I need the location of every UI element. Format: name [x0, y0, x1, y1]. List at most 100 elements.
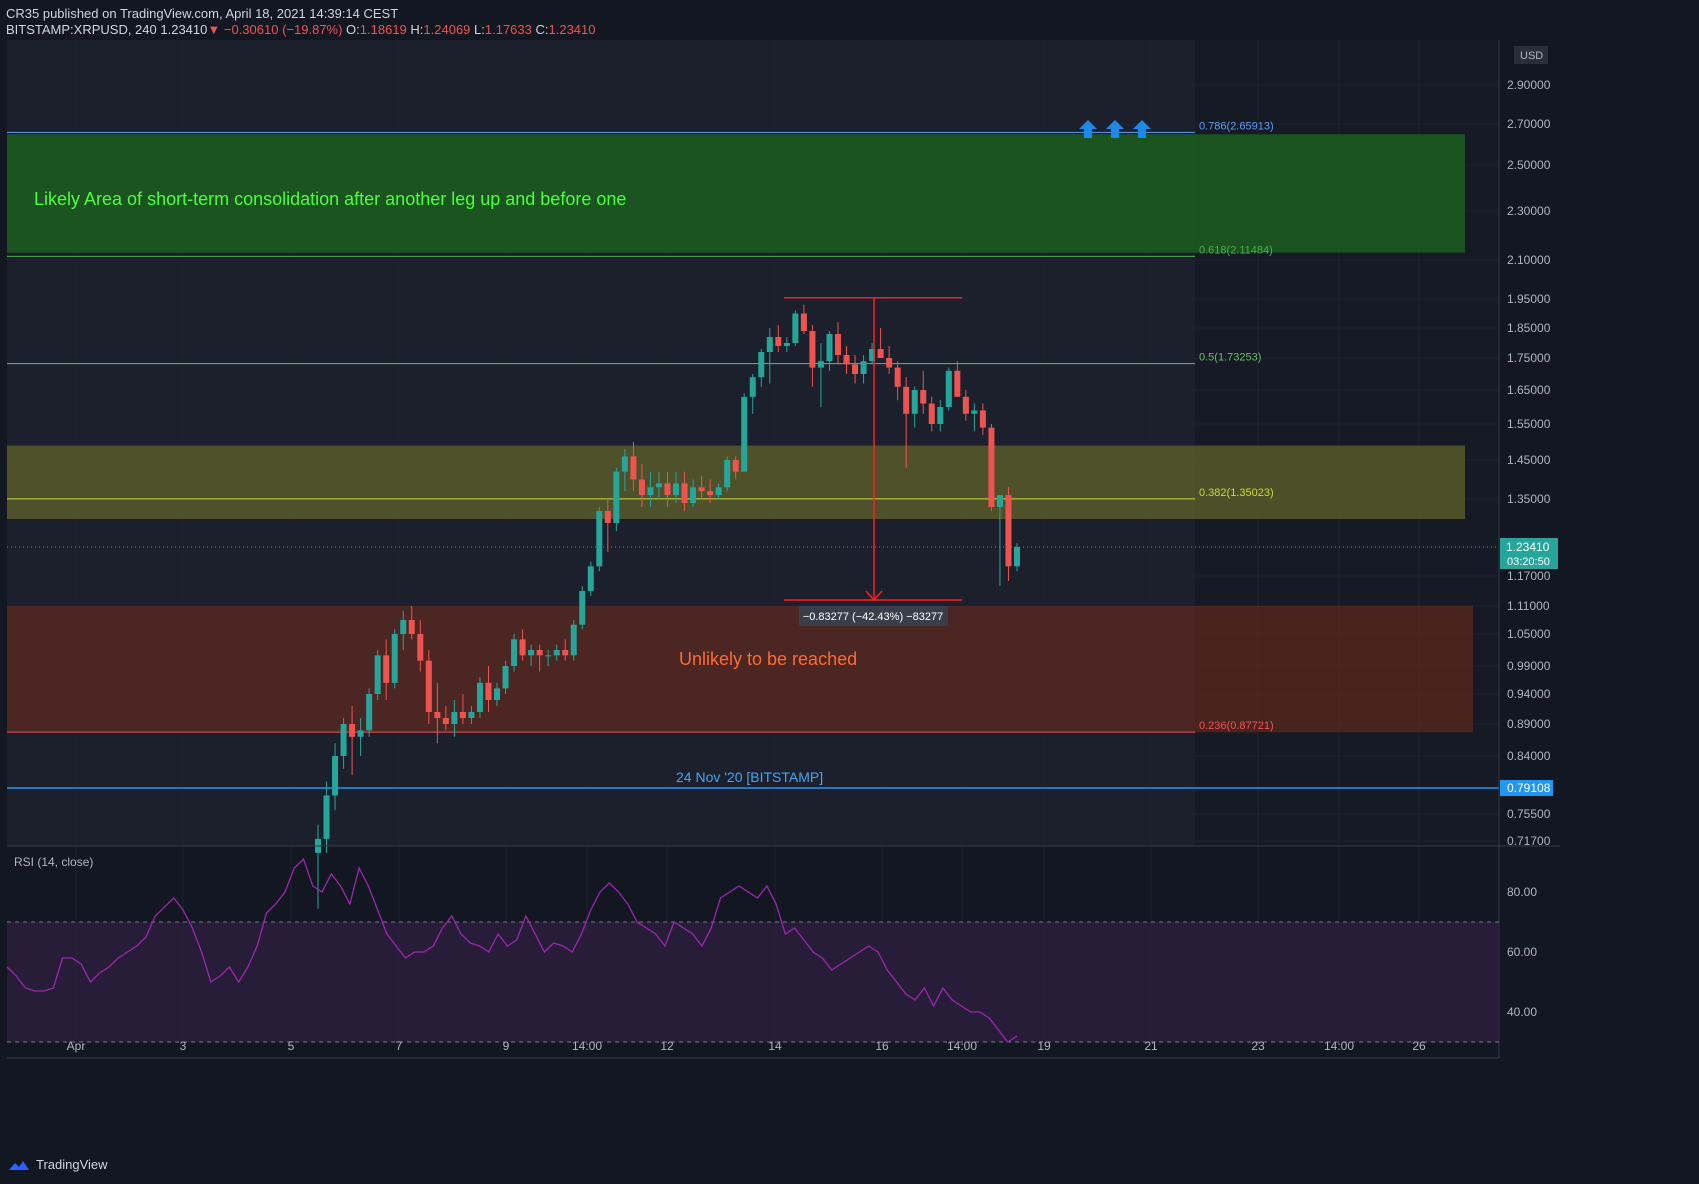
candle-body: [562, 650, 569, 656]
candle-body: [638, 479, 645, 496]
candle-body: [673, 483, 680, 496]
time-tick-label: Apr: [67, 1039, 86, 1053]
candle-body: [545, 655, 552, 657]
time-tick-label: 14: [768, 1039, 782, 1053]
candle-body: [1005, 495, 1012, 567]
zone-green: [7, 134, 1465, 253]
high-value: 1.24069: [423, 22, 471, 37]
price-tick-label: 1.11000: [1507, 599, 1550, 613]
price-tick-label: 0.94000: [1507, 687, 1551, 701]
time-tick-label: 23: [1251, 1039, 1265, 1053]
currency-badge-bg: [1514, 46, 1548, 64]
time-tick-label: 21: [1144, 1039, 1158, 1053]
price-tick-label: 0.71700: [1507, 834, 1551, 848]
candle-body: [476, 682, 483, 712]
candle-body: [596, 511, 603, 567]
time-tick-label: 19: [1037, 1039, 1051, 1053]
close-value: 1.23410: [548, 22, 596, 37]
measure-label-bg: [799, 606, 948, 626]
candle-body: [511, 639, 518, 666]
horizontal-line-badge-value: 0.79108: [1507, 781, 1551, 795]
down-triangle-icon: ▼: [207, 22, 221, 37]
up-arrow-icon: [1133, 120, 1151, 138]
last-price: 1.23410: [160, 22, 208, 37]
last-price-badge: [1500, 538, 1558, 569]
candle-body: [604, 511, 611, 523]
high-label: H:: [410, 22, 424, 37]
close-label: C:: [535, 22, 549, 37]
candle-body: [451, 712, 458, 724]
candle-body: [860, 361, 867, 374]
candle-body: [332, 756, 339, 796]
candle-body: [630, 456, 637, 480]
candle-body: [852, 364, 859, 374]
candle-body: [971, 410, 978, 414]
price-tick-label: 0.84000: [1507, 749, 1551, 763]
candle-body: [732, 460, 739, 472]
candle-body: [869, 349, 876, 362]
candle-body: [417, 634, 424, 661]
candle-body: [357, 730, 364, 737]
price-change: −0.30610 (−19.87%): [223, 22, 343, 37]
fib-label: 0.236(0.87721): [1199, 720, 1274, 732]
candle-body: [655, 483, 662, 488]
fib-label: 0.786(2.65913): [1199, 120, 1274, 132]
time-tick-label: 14:00: [1324, 1039, 1354, 1053]
measure-label: −0.83277 (−42.43%) −83277: [803, 611, 943, 623]
candle-body: [988, 427, 995, 507]
candle-body: [741, 396, 748, 472]
candle-body: [749, 377, 756, 397]
candle-body: [698, 487, 705, 492]
symbol-line: BITSTAMP:XRPUSD, 240 1.23410▼ −0.30610 (…: [6, 22, 596, 37]
rsi-line: [6, 857, 1018, 1043]
candle-body: [442, 718, 449, 724]
price-tick-label: 2.50000: [1507, 158, 1551, 172]
price-tick-label: 1.05000: [1507, 627, 1551, 641]
price-tick-label: 0.89000: [1507, 717, 1551, 731]
low-label: L:: [474, 22, 485, 37]
published-line: CR35 published on TradingView.com, April…: [6, 6, 399, 21]
time-tick-label: 26: [1412, 1039, 1426, 1053]
time-tick-label: 5: [288, 1039, 295, 1053]
candle-body: [425, 660, 432, 712]
candle-body: [766, 337, 773, 352]
candle-body: [945, 370, 952, 407]
price-tick-label: 1.65000: [1507, 383, 1551, 397]
candle-body: [758, 352, 765, 378]
candle-body: [715, 487, 722, 496]
price-tick-label: 2.70000: [1507, 117, 1551, 131]
price-tick-label: 2.10000: [1507, 253, 1551, 267]
price-tick-label: 2.30000: [1507, 204, 1551, 218]
last-price-badge-value: 1.23410: [1506, 540, 1550, 554]
candle-body: [519, 639, 526, 656]
candle-body: [928, 403, 935, 424]
rsi-title: RSI (14, close): [14, 855, 93, 869]
candle-body: [817, 361, 824, 368]
candle-body: [903, 386, 910, 414]
candle-body: [366, 694, 373, 731]
candle-body: [681, 483, 688, 503]
tradingview-logo[interactable]: TradingView: [8, 1157, 108, 1172]
chart-canvas[interactable]: Likely Area of short-term consolidation …: [0, 40, 1699, 1150]
candle-body: [911, 390, 918, 414]
candle-body: [937, 407, 944, 424]
rsi-tick-label: 60.00: [1507, 945, 1537, 959]
open-value: 1.18619: [359, 22, 407, 37]
up-arrow-icon: [1106, 120, 1124, 138]
candle-body: [536, 650, 543, 656]
candle-body: [647, 487, 654, 496]
candle-body: [579, 591, 586, 625]
candle-body: [809, 331, 816, 368]
candle-body: [468, 712, 475, 718]
candle-body: [383, 655, 390, 683]
currency-label: USD: [1520, 50, 1543, 62]
candle-body: [391, 634, 398, 683]
price-tick-label: 0.99000: [1507, 659, 1551, 673]
candle-body: [1014, 547, 1020, 567]
candle-body: [485, 682, 492, 700]
horizontal-line-note: 24 Nov '20 [BITSTAMP]: [676, 769, 823, 785]
low-value: 1.17633: [484, 22, 532, 37]
price-axis-bg: [1499, 40, 1699, 1110]
time-tick-label: 14:00: [572, 1039, 602, 1053]
candle-body: [792, 313, 799, 343]
